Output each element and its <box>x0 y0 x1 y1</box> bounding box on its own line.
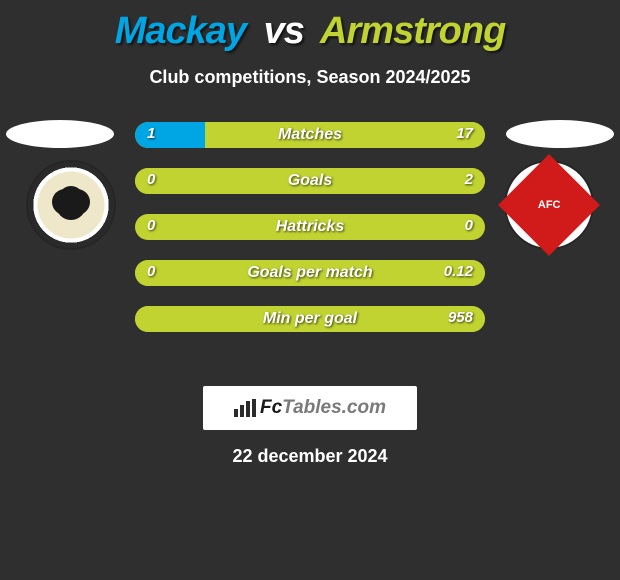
stat-bar: Hattricks 0 0 <box>135 214 485 240</box>
report-date: 22 december 2024 <box>232 446 387 467</box>
site-logo: FcTables.com <box>203 386 417 430</box>
stat-label: Goals <box>288 172 332 190</box>
stat-bars: Matches117Goals02Hattricks00Goals per ma… <box>135 122 485 332</box>
stat-right-value: 958 <box>448 309 473 326</box>
thistle-icon <box>56 190 86 220</box>
bar-chart-icon <box>234 399 256 417</box>
site-suffix: Tables.com <box>282 397 386 418</box>
vs-text: vs <box>264 10 304 52</box>
stats-arena: AFC Matches117Goals02Hattricks00Goals pe… <box>0 126 620 366</box>
player2-spotlight <box>506 120 614 148</box>
site-prefix: Fc <box>260 397 282 418</box>
subtitle: Club competitions, Season 2024/2025 <box>0 67 620 88</box>
stat-left-value: 0 <box>147 171 155 188</box>
stat-right-value: 0 <box>465 217 473 234</box>
stat-right-value: 2 <box>465 171 473 188</box>
comparison-title: Mackay vs Armstrong <box>0 0 620 53</box>
player1-name: Mackay <box>115 10 246 52</box>
stat-left-value: 1 <box>147 125 155 142</box>
stat-bar: Goals per match 0 0.12 <box>135 260 485 286</box>
stat-label: Min per goal <box>263 310 357 328</box>
crest-right-label: AFC <box>538 199 561 211</box>
stat-bar: Goals 0 2 <box>135 168 485 194</box>
stat-left-value: 0 <box>147 263 155 280</box>
player1-crest <box>28 162 114 248</box>
stat-right-value: 0.12 <box>444 263 473 280</box>
player2-crest: AFC <box>506 162 592 248</box>
stat-label: Matches <box>278 126 342 144</box>
player1-spotlight <box>6 120 114 148</box>
stat-left-value: 0 <box>147 217 155 234</box>
stat-bar: Min per goal 958 <box>135 306 485 332</box>
stat-right-value: 17 <box>456 125 473 142</box>
diamond-icon: AFC <box>498 154 600 256</box>
stat-bar-left-fill <box>135 122 205 148</box>
site-name: FcTables.com <box>260 397 386 419</box>
player2-name: Armstrong <box>320 10 505 52</box>
stat-label: Goals per match <box>247 264 372 282</box>
stat-bar-right-fill <box>205 122 485 148</box>
stat-bar: Matches 1 17 <box>135 122 485 148</box>
stat-label: Hattricks <box>276 218 344 236</box>
footer: FcTables.com 22 december 2024 <box>0 386 620 467</box>
